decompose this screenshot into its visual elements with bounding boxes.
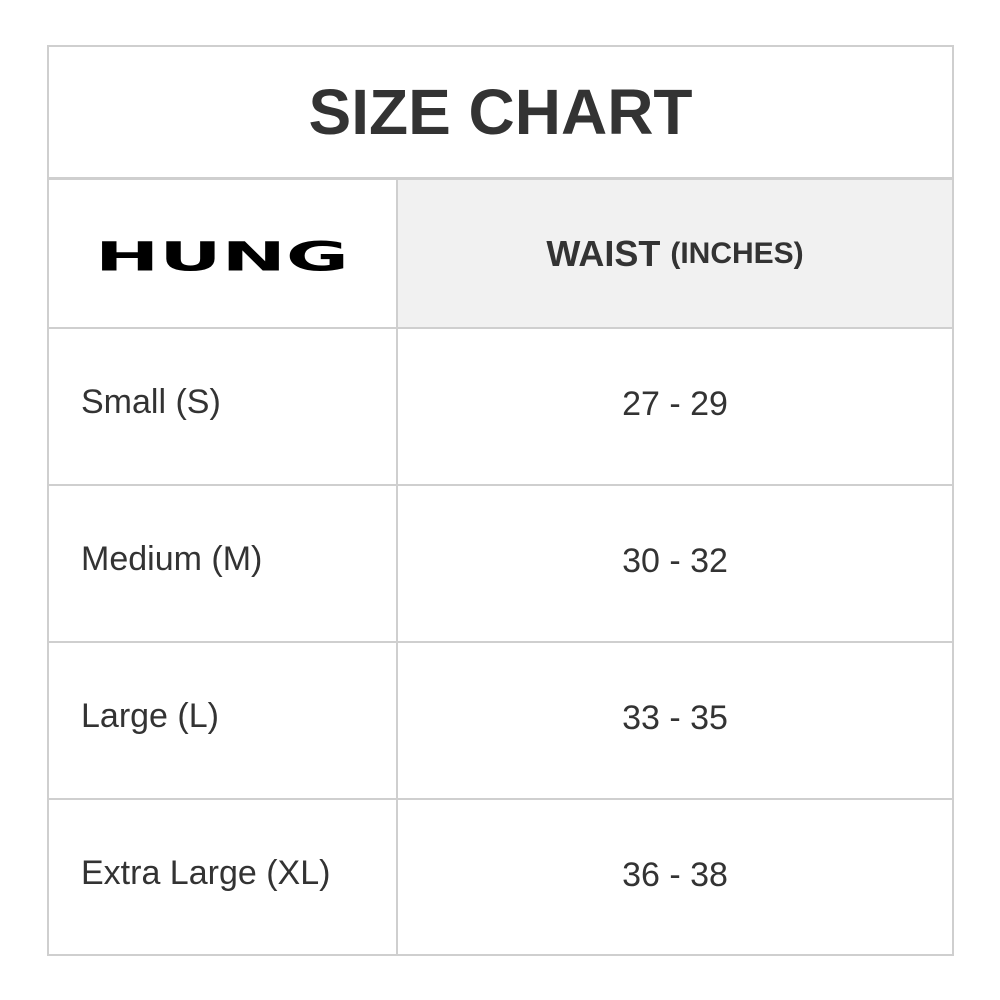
size-cell: Small (S): [49, 329, 398, 484]
brand-logo: HUNG: [95, 233, 349, 275]
header-row: HUNG WAIST (INCHES): [49, 180, 952, 329]
chart-title: SIZE CHART: [49, 47, 952, 180]
size-cell: Extra Large (XL): [49, 800, 398, 955]
size-chart-table: SIZE CHART HUNG WAIST (INCHES) Small (S)…: [47, 45, 954, 956]
svg-text:HUNG: HUNG: [95, 233, 349, 275]
table-row: Large (L) 33 - 35: [49, 643, 952, 800]
waist-cell: 33 - 35: [622, 699, 728, 737]
waist-label: WAIST: [546, 232, 661, 274]
size-cell: Medium (M): [49, 486, 398, 641]
brand-logo-cell: HUNG: [49, 180, 398, 327]
waist-cell: 27 - 29: [622, 385, 728, 423]
table-row: Extra Large (XL) 36 - 38: [49, 800, 952, 955]
waist-cell: 30 - 32: [622, 542, 728, 580]
table-row: Small (S) 27 - 29: [49, 329, 952, 486]
waist-cell: 36 - 38: [622, 856, 728, 894]
unit-label: (INCHES): [670, 236, 804, 270]
table-row: Medium (M) 30 - 32: [49, 486, 952, 643]
waist-column-header: WAIST (INCHES): [398, 180, 952, 327]
size-cell: Large (L): [49, 643, 398, 798]
